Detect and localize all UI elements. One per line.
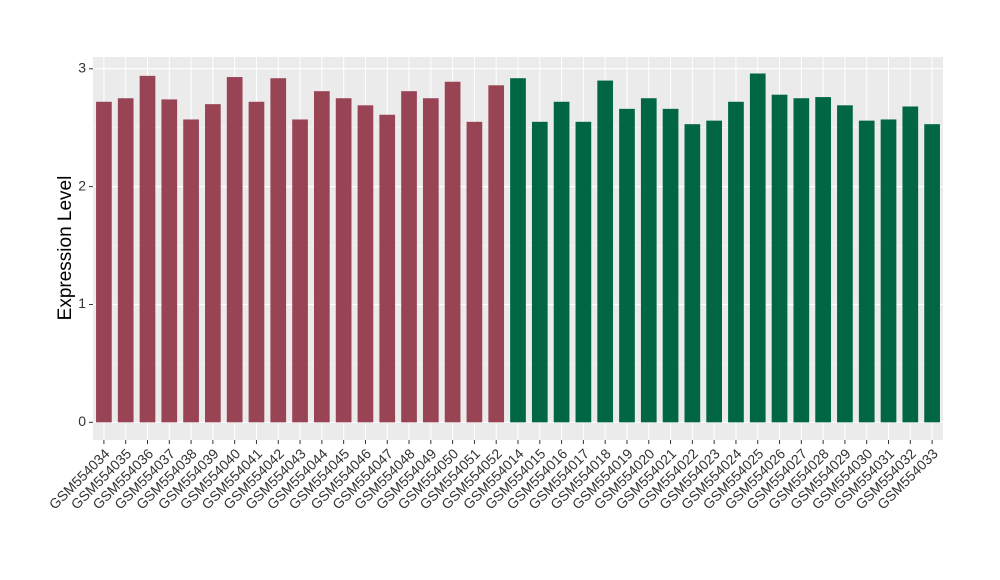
bar bbox=[771, 94, 788, 423]
bar bbox=[466, 121, 483, 423]
bar bbox=[924, 124, 940, 423]
bar bbox=[335, 98, 352, 423]
y-tick-label: 2 bbox=[78, 177, 86, 193]
bar bbox=[183, 119, 199, 423]
bar bbox=[902, 106, 919, 423]
y-tick-label: 0 bbox=[78, 413, 86, 429]
bar bbox=[139, 75, 156, 423]
bar bbox=[314, 91, 330, 423]
bar bbox=[815, 97, 831, 423]
bar bbox=[357, 105, 374, 423]
bar bbox=[444, 81, 461, 423]
bar bbox=[749, 73, 766, 423]
bar bbox=[248, 101, 265, 423]
bar bbox=[117, 98, 134, 423]
bar bbox=[226, 77, 243, 423]
bar bbox=[793, 98, 810, 423]
bar bbox=[640, 98, 657, 423]
bar bbox=[292, 119, 308, 423]
bar bbox=[662, 108, 679, 423]
bar bbox=[422, 98, 439, 423]
y-tick-label: 1 bbox=[78, 295, 86, 311]
bar bbox=[597, 80, 614, 423]
bar bbox=[575, 121, 592, 423]
bar bbox=[488, 85, 505, 423]
bar bbox=[510, 78, 526, 423]
bar bbox=[531, 121, 548, 423]
bar bbox=[270, 78, 287, 423]
bar bbox=[619, 108, 635, 423]
bar bbox=[161, 99, 178, 423]
bar bbox=[96, 101, 112, 423]
y-tick-label: 3 bbox=[78, 59, 86, 75]
bar bbox=[379, 114, 396, 423]
bar bbox=[837, 105, 853, 423]
bar bbox=[880, 119, 897, 423]
bar bbox=[728, 101, 744, 423]
y-axis-label: Expression Level bbox=[55, 176, 76, 321]
bar bbox=[858, 120, 875, 423]
bar bbox=[684, 124, 701, 423]
bar bbox=[401, 91, 417, 423]
bar bbox=[706, 120, 722, 423]
bar bbox=[205, 104, 221, 423]
bar bbox=[553, 101, 570, 423]
